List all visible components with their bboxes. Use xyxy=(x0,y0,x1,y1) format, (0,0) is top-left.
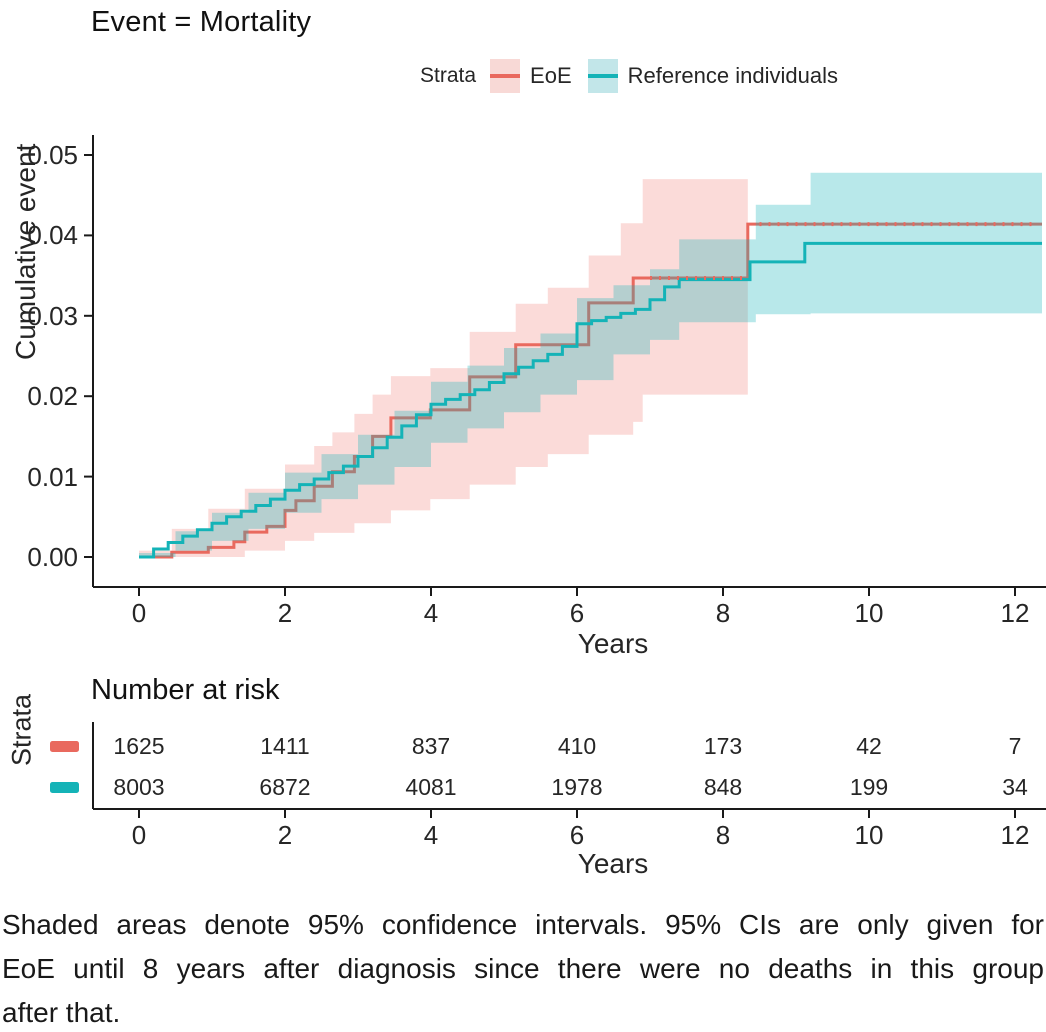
x-tick-label: 8 xyxy=(715,598,731,628)
risk-count: 1978 xyxy=(551,774,603,800)
risk-x-tick-label: 2 xyxy=(277,820,293,850)
risk-count: 6872 xyxy=(259,774,311,800)
x-tick-label: 2 xyxy=(277,598,293,628)
y-tick-label: 0.02 xyxy=(27,381,78,412)
legend-key-eoe-swatch xyxy=(490,59,521,93)
x-tick-label: 12 xyxy=(1000,598,1030,628)
legend-item-eoe-label: EoE xyxy=(530,63,572,88)
risk-x-tick-label: 12 xyxy=(1000,820,1030,850)
risk-count: 837 xyxy=(411,733,451,759)
risk-count: 34 xyxy=(1002,774,1028,800)
y-tick-label: 0.03 xyxy=(27,300,78,331)
legend-item-reference-label: Reference individuals xyxy=(627,63,838,88)
y-tick-label: 0.04 xyxy=(27,220,78,251)
risk-count: 4081 xyxy=(405,774,457,800)
x-tick-label: 6 xyxy=(569,598,585,628)
caption-line: EoE until 8 years after diagnosis since … xyxy=(2,953,1044,984)
figure-caption: Shaded areas denote 95% confidence inter… xyxy=(2,903,1044,1032)
risk-axis-title: Years xyxy=(577,848,649,879)
x-axis-title: Years xyxy=(577,628,649,659)
risk-x-tick-label: 6 xyxy=(569,820,585,850)
reference-confidence-band xyxy=(139,172,1042,557)
risk-count: 1411 xyxy=(260,733,310,759)
risk-table-heading: Number at risk xyxy=(91,674,280,706)
risk-x-tick-label: 4 xyxy=(423,820,439,850)
risk-count: 199 xyxy=(849,774,889,800)
reference-curve xyxy=(139,241,1042,559)
y-tick-label: 0.05 xyxy=(27,140,78,170)
y-tick-label: 0.01 xyxy=(27,461,78,492)
caption-line: after that. xyxy=(2,997,121,1028)
risk-count: 7 xyxy=(1008,733,1022,759)
risk-count: 173 xyxy=(703,733,743,759)
risk-count: 42 xyxy=(856,733,882,759)
risk-count: 8003 xyxy=(113,774,165,800)
x-tick-label: 0 xyxy=(131,598,147,628)
risk-row-eoe-swatch xyxy=(50,741,79,752)
reference-line-sample xyxy=(587,74,618,78)
caption-line: Shaded areas denote 95% confidence inter… xyxy=(2,909,1044,940)
x-tick-label: 4 xyxy=(423,598,439,628)
risk-count: 848 xyxy=(703,774,743,800)
legend-key-reference-swatch xyxy=(587,59,618,93)
risk-count: 410 xyxy=(557,733,597,759)
legend-title: Strata xyxy=(420,64,477,87)
y-tick-label: 0.00 xyxy=(27,542,78,572)
x-tick-label: 10 xyxy=(854,598,884,628)
risk-x-tick-label: 0 xyxy=(131,820,147,850)
plot-title: Event = Mortality xyxy=(91,6,312,38)
risk-x-tick-label: 8 xyxy=(715,820,731,850)
risk-x-tick-label: 10 xyxy=(854,820,884,850)
eoe-confidence-band xyxy=(139,179,748,557)
risk-count: 1625 xyxy=(113,733,165,759)
risk-row-reference-swatch xyxy=(50,782,79,793)
eoe-line-sample xyxy=(490,74,521,78)
legend: Strata EoE Reference individuals xyxy=(420,57,838,95)
